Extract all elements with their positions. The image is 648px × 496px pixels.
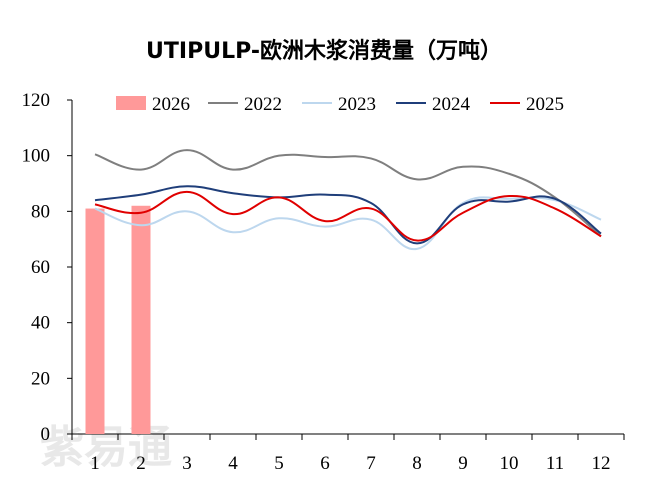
y-axis: 0 20 40 60 80 100 120 — [22, 90, 73, 445]
y-tick-label: 40 — [31, 313, 50, 334]
x-tick-label: 5 — [274, 453, 284, 474]
x-tick-label: 9 — [458, 453, 468, 474]
watermark: 紫易通 — [40, 422, 172, 473]
x-tick-label: 7 — [366, 453, 376, 474]
bar-2026 — [85, 208, 105, 434]
bar-2026 — [131, 205, 151, 434]
x-tick-label: 6 — [320, 453, 330, 474]
series-line-2025 — [94, 190, 602, 242]
x-tick-label: 8 — [412, 453, 422, 474]
y-tick-label: 60 — [31, 257, 50, 278]
y-tick-label: 20 — [31, 368, 50, 389]
y-tick-label: 120 — [22, 90, 51, 111]
x-tick-label: 1 — [90, 453, 100, 474]
series-line-2024 — [94, 185, 602, 245]
chart-title: UTIPULP-欧洲木浆消费量（万吨） — [146, 38, 502, 64]
x-tick-label: 3 — [182, 453, 192, 474]
watermark-text: 紫易通 — [40, 422, 172, 473]
line-series — [94, 149, 602, 250]
legend-label: 2026 — [152, 94, 190, 115]
x-tick-label: 12 — [592, 453, 611, 474]
x-tick-label: 2 — [136, 453, 146, 474]
legend-label: 2023 — [338, 94, 376, 115]
y-tick-label: 100 — [22, 146, 51, 167]
bar-series — [85, 205, 151, 434]
legend-swatch-2026 — [116, 96, 146, 110]
legend: 2026 2022 2023 2024 2025 — [116, 94, 564, 115]
x-tick-label: 10 — [500, 453, 519, 474]
series-line-2022 — [94, 149, 602, 238]
y-tick-label: 0 — [41, 424, 51, 445]
series-line-2023 — [94, 196, 602, 250]
legend-label: 2024 — [432, 94, 471, 115]
legend-label: 2022 — [244, 94, 282, 115]
x-tick-label: 11 — [546, 453, 564, 474]
y-tick-label: 80 — [31, 201, 50, 222]
x-axis: 1 2 3 4 5 6 7 8 9 10 11 12 — [71, 433, 625, 474]
x-tick-label: 4 — [228, 453, 238, 474]
legend-label: 2025 — [526, 94, 564, 115]
